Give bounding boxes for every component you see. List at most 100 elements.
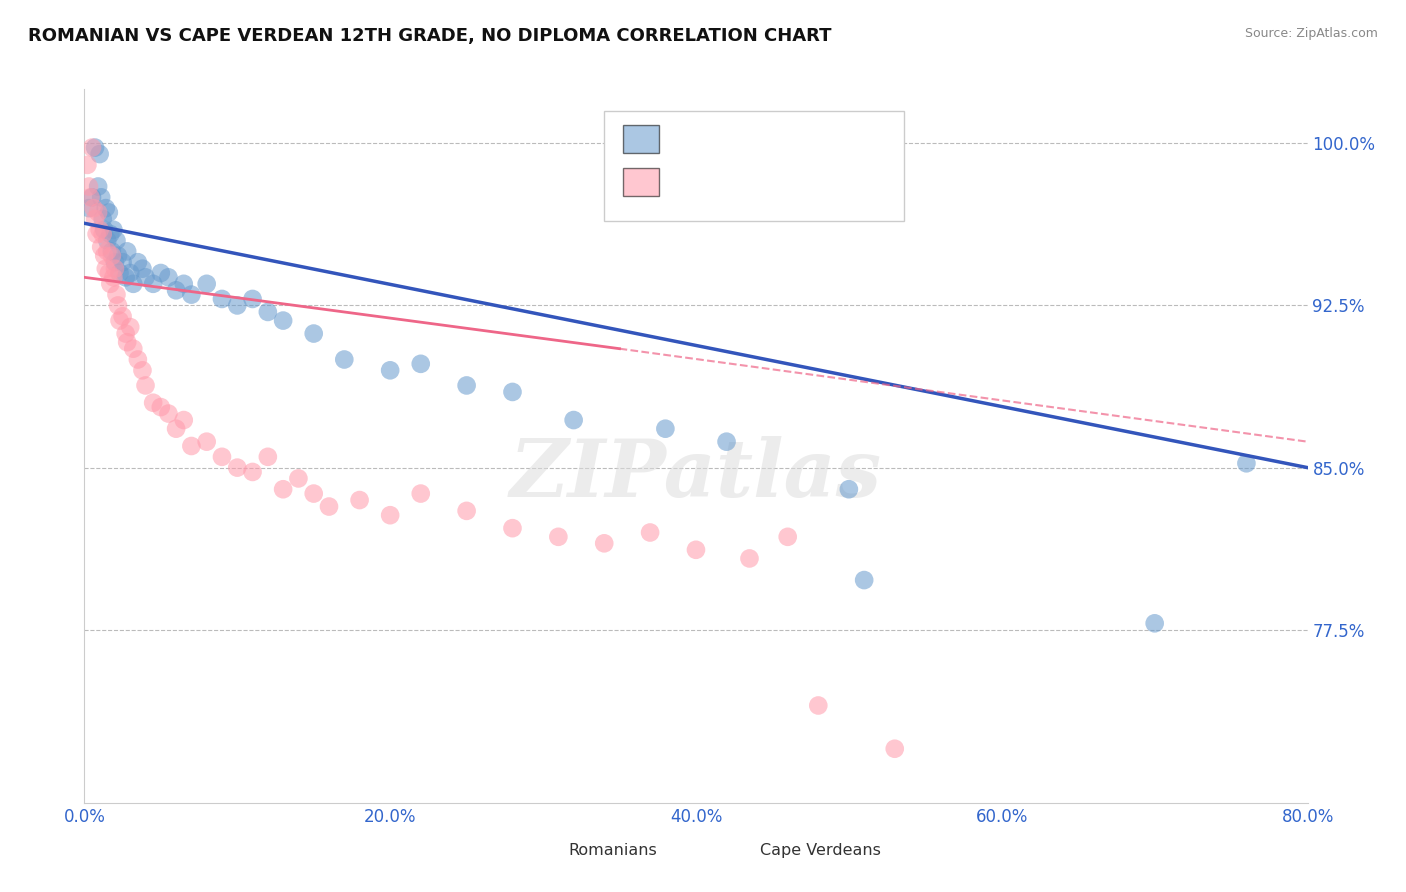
Point bbox=[115, 335, 138, 350]
Point bbox=[91, 227, 114, 241]
Text: R = -0.076: R = -0.076 bbox=[675, 171, 772, 189]
Point bbox=[86, 227, 108, 241]
Point bbox=[853, 573, 876, 587]
Text: Source: ZipAtlas.com: Source: ZipAtlas.com bbox=[1244, 27, 1378, 40]
Point bbox=[638, 525, 661, 540]
Text: ROMANIAN VS CAPE VERDEAN 12TH GRADE, NO DIPLOMA CORRELATION CHART: ROMANIAN VS CAPE VERDEAN 12TH GRADE, NO … bbox=[28, 27, 831, 45]
Text: Cape Verdeans: Cape Verdeans bbox=[759, 843, 880, 858]
Point bbox=[173, 413, 195, 427]
Point bbox=[89, 223, 111, 237]
Point bbox=[84, 211, 107, 226]
Point bbox=[76, 158, 98, 172]
Text: N = 51: N = 51 bbox=[794, 128, 856, 146]
Point bbox=[101, 249, 124, 263]
Point bbox=[103, 270, 125, 285]
Point bbox=[157, 270, 180, 285]
Point bbox=[409, 486, 432, 500]
Point bbox=[776, 530, 799, 544]
Point bbox=[96, 244, 118, 259]
Point bbox=[883, 741, 905, 756]
FancyBboxPatch shape bbox=[714, 837, 748, 863]
Point bbox=[131, 363, 153, 377]
Point bbox=[165, 283, 187, 297]
Point bbox=[302, 326, 325, 341]
Point bbox=[114, 326, 136, 341]
Point bbox=[93, 223, 115, 237]
Point bbox=[738, 551, 761, 566]
Point bbox=[180, 287, 202, 301]
Point bbox=[257, 450, 280, 464]
Point bbox=[91, 211, 114, 226]
Point bbox=[142, 277, 165, 291]
Point bbox=[87, 179, 110, 194]
Point bbox=[87, 205, 110, 219]
Point bbox=[180, 439, 202, 453]
Text: ZIPatlas: ZIPatlas bbox=[510, 436, 882, 513]
Point bbox=[120, 320, 142, 334]
Point bbox=[547, 530, 569, 544]
Point bbox=[122, 342, 145, 356]
Point bbox=[107, 249, 129, 263]
Point bbox=[302, 486, 325, 500]
Point bbox=[111, 310, 134, 324]
Point bbox=[149, 266, 172, 280]
Point bbox=[456, 378, 478, 392]
Point bbox=[271, 313, 294, 327]
Point bbox=[562, 413, 585, 427]
Point bbox=[79, 190, 101, 204]
Point bbox=[226, 298, 249, 312]
Point bbox=[1143, 616, 1166, 631]
Point bbox=[122, 277, 145, 291]
FancyBboxPatch shape bbox=[605, 111, 904, 221]
Point bbox=[101, 244, 124, 259]
Point bbox=[271, 482, 294, 496]
Point bbox=[94, 201, 117, 215]
FancyBboxPatch shape bbox=[524, 837, 560, 863]
Point bbox=[502, 521, 524, 535]
Point bbox=[593, 536, 616, 550]
Point bbox=[380, 508, 402, 523]
Point bbox=[242, 292, 264, 306]
Point bbox=[127, 255, 149, 269]
Text: R = -0.288: R = -0.288 bbox=[675, 128, 772, 146]
Point bbox=[142, 396, 165, 410]
Point bbox=[97, 266, 120, 280]
Point bbox=[93, 249, 115, 263]
Point bbox=[211, 292, 233, 306]
Point bbox=[157, 407, 180, 421]
Point bbox=[105, 287, 128, 301]
FancyBboxPatch shape bbox=[623, 125, 659, 153]
Point bbox=[135, 270, 157, 285]
Point bbox=[131, 261, 153, 276]
Point bbox=[90, 190, 112, 204]
Point bbox=[257, 305, 280, 319]
Point bbox=[127, 352, 149, 367]
Point bbox=[226, 460, 249, 475]
Point bbox=[165, 422, 187, 436]
Point bbox=[211, 450, 233, 464]
FancyBboxPatch shape bbox=[623, 168, 659, 196]
Point bbox=[84, 140, 107, 154]
Point bbox=[318, 500, 340, 514]
Point bbox=[105, 234, 128, 248]
Point bbox=[104, 261, 127, 276]
Point bbox=[654, 422, 676, 436]
Point bbox=[333, 352, 356, 367]
Point bbox=[409, 357, 432, 371]
Point bbox=[120, 266, 142, 280]
Point bbox=[242, 465, 264, 479]
Point bbox=[80, 140, 103, 154]
Point bbox=[807, 698, 830, 713]
Point bbox=[97, 205, 120, 219]
Point bbox=[94, 261, 117, 276]
Text: N = 58: N = 58 bbox=[794, 171, 856, 189]
Point bbox=[80, 190, 103, 204]
Point bbox=[115, 244, 138, 259]
Point bbox=[380, 363, 402, 377]
Point bbox=[98, 227, 121, 241]
Point bbox=[108, 313, 131, 327]
Point bbox=[77, 179, 100, 194]
Point bbox=[195, 277, 218, 291]
Point bbox=[83, 201, 105, 215]
Point bbox=[77, 201, 100, 215]
